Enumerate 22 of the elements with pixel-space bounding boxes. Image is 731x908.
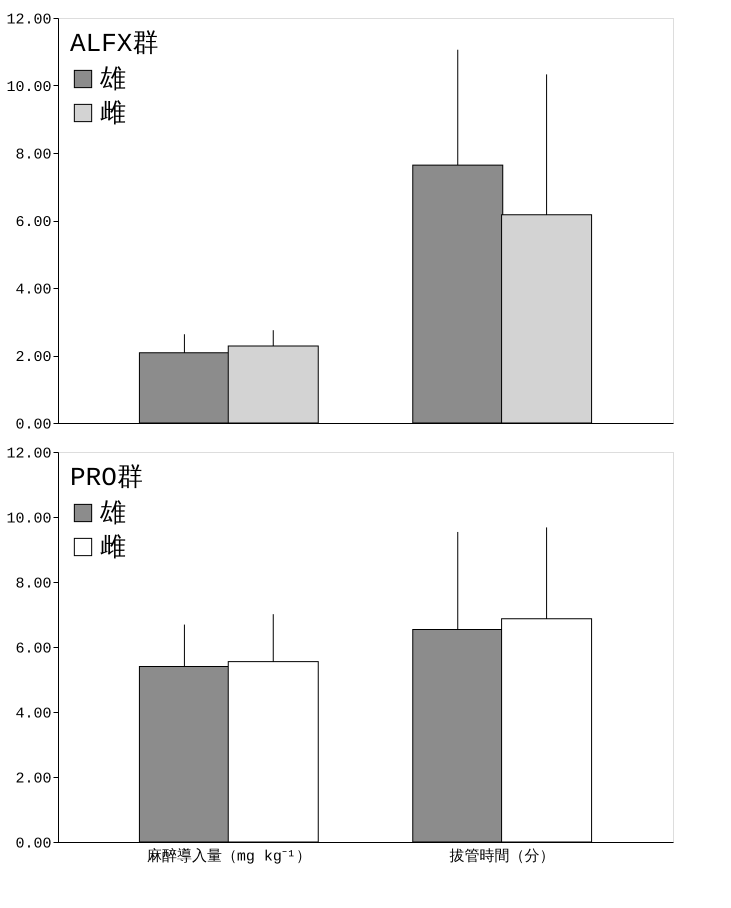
legend-label: 雄 [99,65,126,95]
y-tick-label: 10.00 [6,79,52,96]
y-tick-label: 0.00 [15,836,52,852]
y-tick-label: 0.00 [15,416,52,434]
legend-title: PRO群 [70,463,143,493]
legend-title: ALFX群 [70,29,158,59]
legend-label: 雌 [100,533,126,563]
y-tick-label: 2.00 [15,770,52,788]
y-tick-label: 4.00 [15,706,52,722]
y-tick-label: 12.00 [6,12,52,28]
x-tick-label: 拔管時間（分） [450,848,555,866]
y-tick-label: 8.00 [15,576,52,592]
y-tick-label: 6.00 [15,214,52,231]
y-tick-label: 4.00 [15,282,52,298]
legend-label: 雌 [100,99,126,129]
y-tick-label: 10.00 [6,510,52,528]
y-tick-label: 6.00 [15,640,52,658]
x-tick-label: 麻醉導入量（mg kg⁻¹） [146,848,311,866]
y-tick-label: 12.00 [6,446,52,462]
legend-label: 雄 [99,499,126,529]
y-tick-label: 2.00 [15,349,52,366]
y-tick-label: 8.00 [15,146,52,164]
